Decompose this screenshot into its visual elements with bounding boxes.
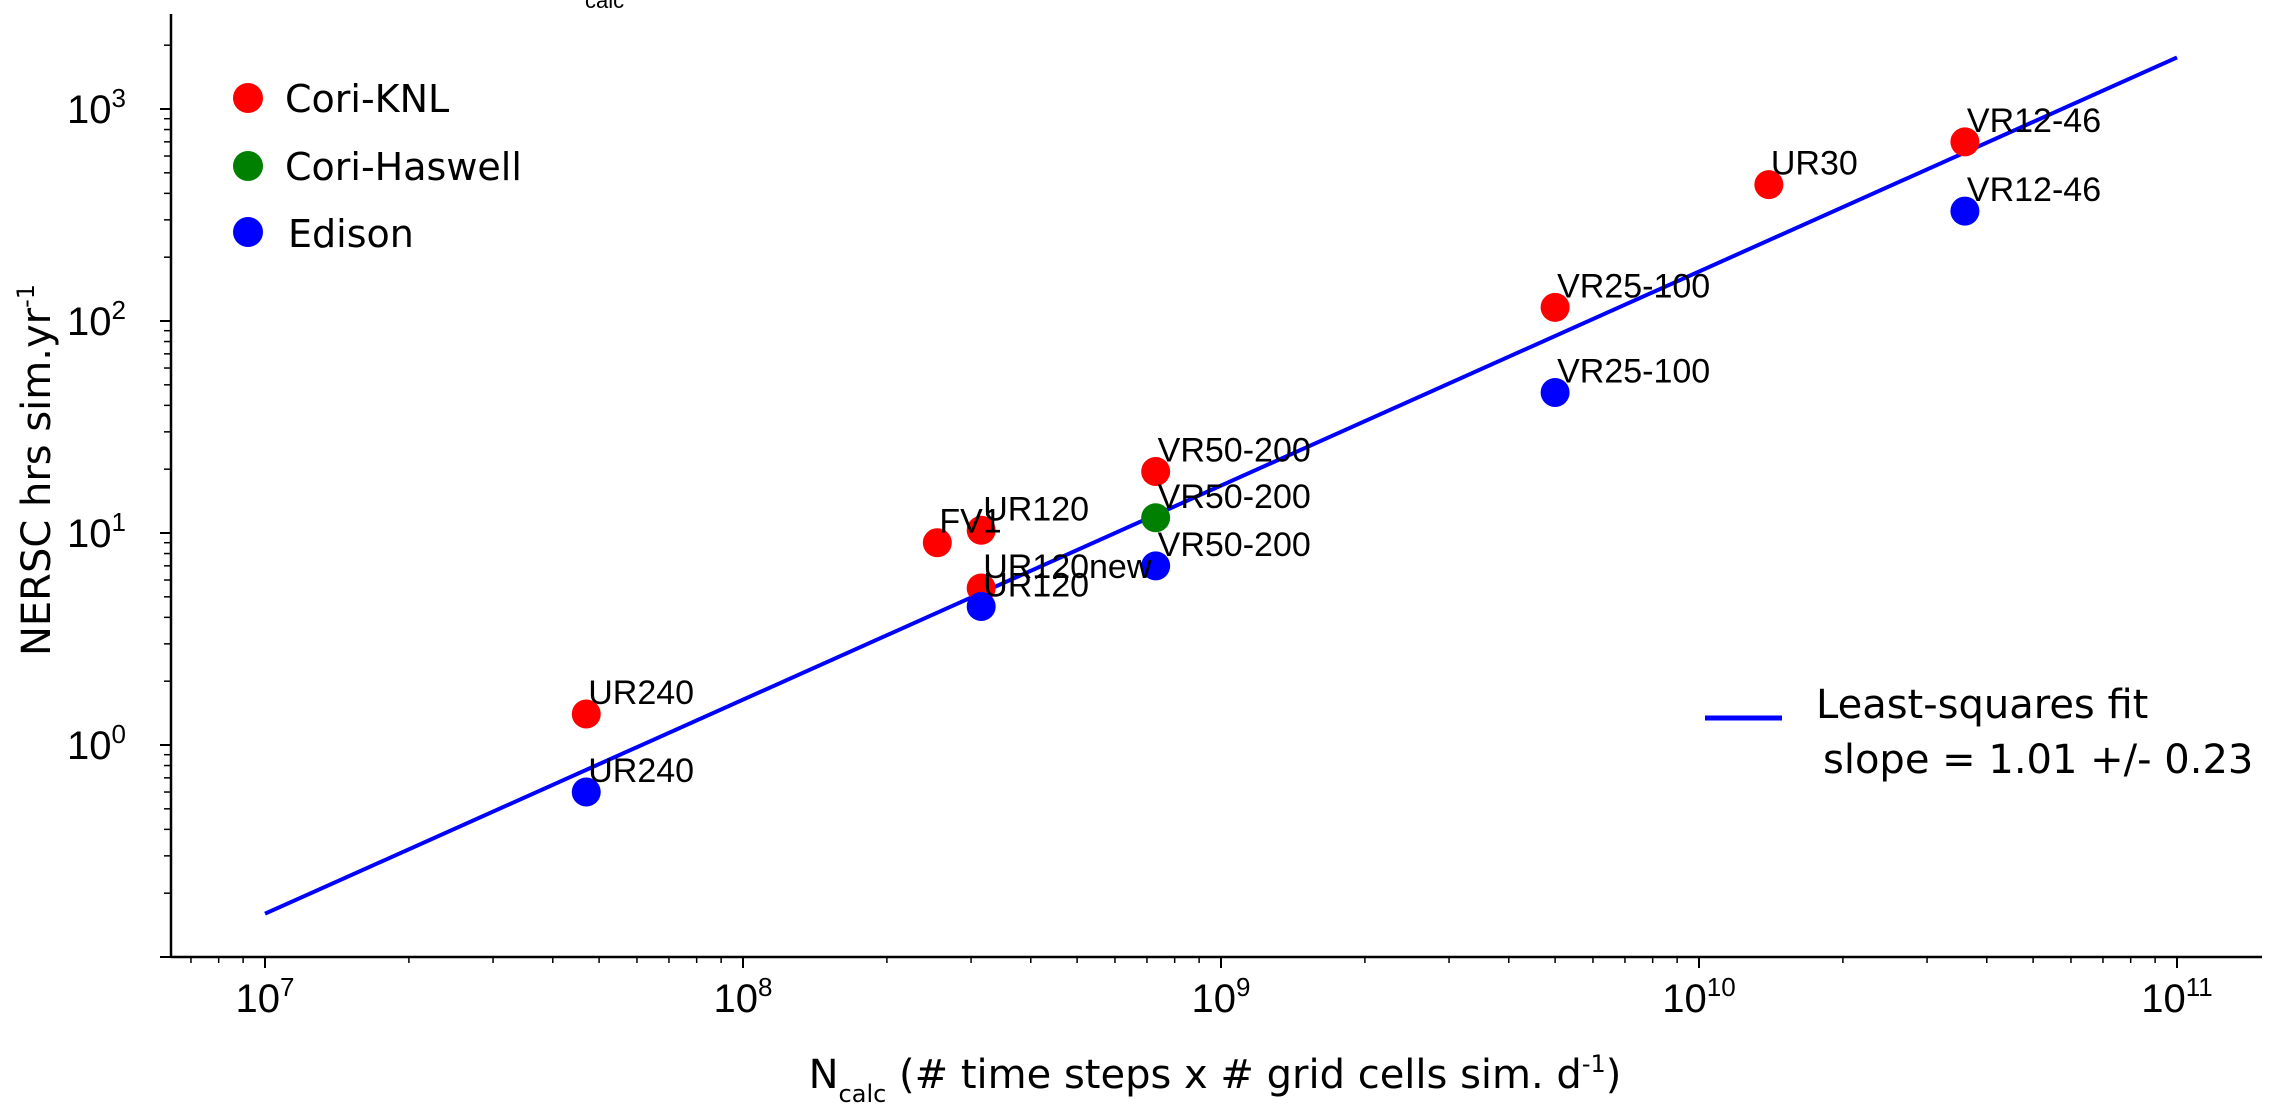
- point-label-vr12-46: VR12-46: [1967, 171, 2101, 209]
- point-label-ur240: UR240: [588, 674, 694, 712]
- point-label-vr50-200: VR50-200: [1158, 432, 1311, 470]
- point-label-vr50-200: VR50-200: [1158, 526, 1311, 564]
- point-edison-vr12-46: [1950, 196, 1980, 226]
- y-tick-label: 102: [67, 295, 126, 344]
- point-edison-ur240: [571, 777, 601, 807]
- point-edison-vr50-200: [1141, 551, 1171, 581]
- legend-marker-cori-knl: [233, 83, 263, 113]
- series-legend: Cori-KNL Cori-Haswell Edison: [233, 77, 522, 256]
- point-label-fv1: FV1: [939, 503, 1001, 541]
- point-cori-knl-ur30: [1754, 170, 1784, 200]
- x-tick-label: 1010: [1662, 972, 1735, 1021]
- y-ticks: 100 101 102 103: [67, 44, 171, 958]
- point-edison-vr25-100: [1540, 377, 1570, 407]
- point-label-ur120new: UR120new: [983, 548, 1152, 586]
- x-tick-label: 109: [1192, 972, 1251, 1021]
- x-tick-label: 108: [714, 972, 773, 1021]
- y-tick-label: 101: [67, 507, 126, 556]
- point-label-vr12-46: VR12-46: [1967, 102, 2101, 140]
- point-cori-knl-vr12-46: [1950, 127, 1980, 157]
- x-axis-title: Ncalc (# time steps x # grid cells sim. …: [809, 1050, 1622, 1104]
- point-label-ur120: UR120: [983, 567, 1089, 605]
- point-cori-knl-vr50-200: [1141, 457, 1171, 487]
- point-label-ur240: UR240: [588, 752, 694, 790]
- legend-marker-edison: [233, 217, 263, 247]
- fit-line: [264, 55, 2178, 916]
- point-label-ur120: UR120: [983, 490, 1089, 528]
- point-cori-knl-ur120: [966, 515, 996, 545]
- legend-marker-cori-haswell: [233, 151, 263, 181]
- legend-item-edison: Edison: [233, 212, 414, 256]
- legend-label-edison: Edison: [288, 212, 414, 256]
- legend-label-cori-knl: Cori-KNL: [285, 77, 449, 121]
- point-edison-ur120: [966, 592, 996, 622]
- y-axis-title: NERSC hrs sim.yr-1: [12, 284, 60, 656]
- x-tick-label: 1011: [2141, 972, 2213, 1021]
- point-label-vr25-100: VR25-100: [1557, 267, 1710, 305]
- fit-legend-detail: slope = 1.01 +/- 0.23: [1823, 737, 2253, 783]
- point-cori-knl-ur240: [571, 699, 601, 729]
- y-tick-label: 100: [67, 719, 126, 768]
- x-tick-label: 107: [236, 972, 295, 1021]
- fit-legend-label: Least-squares fit: [1816, 682, 2148, 728]
- point-cori-knl-vr25-100: [1540, 292, 1570, 322]
- y-tick-label: 103: [67, 83, 126, 132]
- legend-item-cori-knl: Cori-KNL: [233, 77, 449, 121]
- top-clipped-label: calc: [585, 0, 624, 13]
- point-cori-haswell-vr50-200: [1141, 503, 1171, 533]
- fit-line-layer: [264, 55, 2178, 916]
- point-label-ur30: UR30: [1771, 145, 1858, 183]
- legend-item-cori-haswell: Cori-Haswell: [233, 145, 522, 189]
- fit-legend: Least-squares fit slope = 1.01 +/- 0.23: [1705, 682, 2253, 783]
- point-label-vr25-100: VR25-100: [1557, 352, 1710, 390]
- point-labels-layer: UR240FV1UR120UR120newVR50-200VR25-100UR3…: [588, 102, 2101, 790]
- point-label-vr50-200: VR50-200: [1158, 478, 1311, 516]
- point-cori-knl-fv1: [922, 528, 952, 558]
- points-layer: [571, 127, 1980, 807]
- x-ticks: 107 108 109 1010 1011: [190, 957, 2213, 1021]
- legend-label-cori-haswell: Cori-Haswell: [285, 145, 522, 189]
